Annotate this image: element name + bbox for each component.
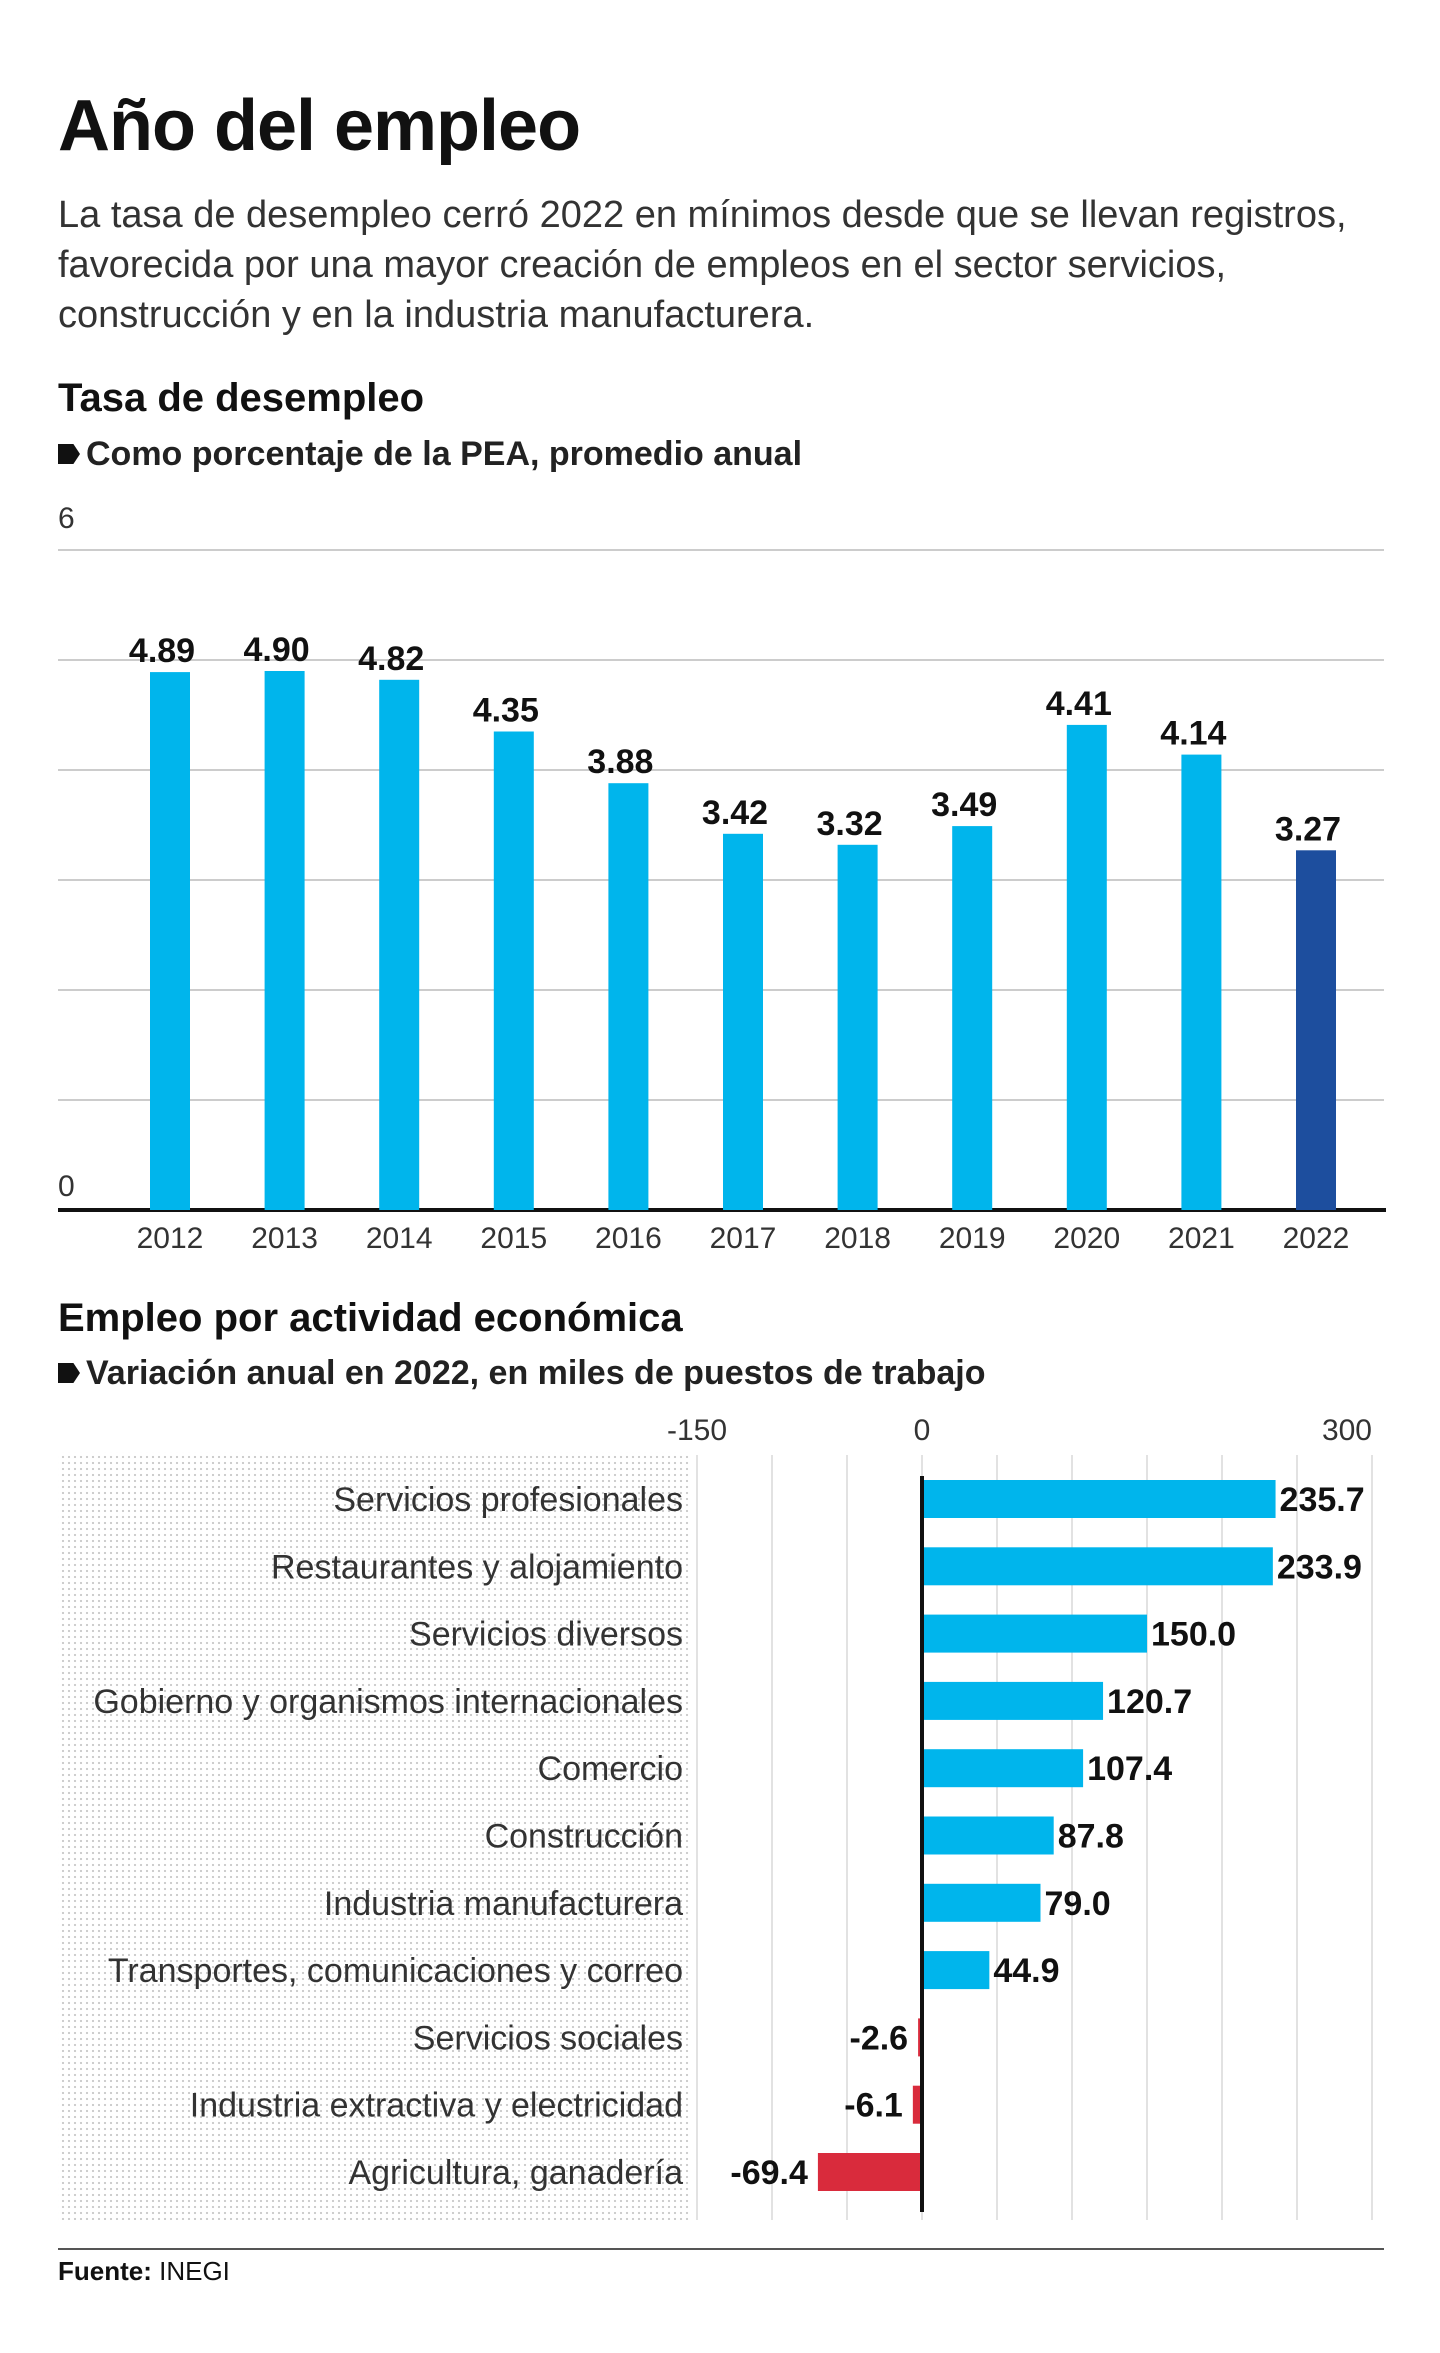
y-tick-label: 6 bbox=[58, 502, 75, 535]
value-label-2018: 3.32 bbox=[817, 805, 883, 843]
x-tick-2020: 2020 bbox=[1053, 1222, 1120, 1255]
x-tick-2019: 2019 bbox=[939, 1222, 1006, 1255]
bar-Transportes, comunicaciones y correo bbox=[922, 1951, 990, 1990]
unemployment-bar-chart: 4.89 4.90 4.82 4.35 3.88 3.42 3.32 3.49 4.41 4.14… bbox=[58, 502, 1386, 1255]
value-label-2015: 4.35 bbox=[473, 692, 539, 730]
bar-2013 bbox=[264, 671, 305, 1210]
bar-2014 bbox=[379, 679, 420, 1210]
value-label: -69.4 bbox=[730, 2154, 808, 2192]
x-tick-2014: 2014 bbox=[366, 1222, 433, 1255]
value-label-2012: 4.89 bbox=[129, 632, 195, 670]
x-tick-2021: 2021 bbox=[1168, 1222, 1235, 1255]
unemployment-chart-subtitle: Como porcentaje de la PEA, promedio anua… bbox=[58, 437, 802, 471]
bar-Agricultura, ganadería bbox=[817, 2153, 922, 2191]
category-label: Servicios profesionales bbox=[333, 1481, 683, 1519]
unemployment-x-ticks: 2012 2013 2014 2015 2016 2017 2018 2019 2020 2021… bbox=[137, 1222, 1350, 1255]
bar-Industria extractiva y electricidad bbox=[912, 2085, 922, 2124]
bar-2020 bbox=[1066, 724, 1107, 1210]
value-label: 233.9 bbox=[1277, 1548, 1362, 1586]
category-label: Gobierno y organismos internacionales bbox=[93, 1683, 683, 1721]
value-label: 120.7 bbox=[1107, 1683, 1192, 1721]
bar-2019 bbox=[952, 826, 993, 1210]
x-tick-label: 300 bbox=[1322, 1414, 1372, 1447]
employment-chart-title: Empleo por actividad económica bbox=[58, 1296, 683, 1340]
arrow-marker-icon bbox=[58, 444, 80, 464]
employment-chart-subtitle: Variación anual en 2022, en miles de pue… bbox=[58, 1356, 985, 1390]
unemployment-bars bbox=[150, 671, 1336, 1210]
category-label: Agricultura, ganadería bbox=[348, 2154, 683, 2192]
category-label: Restaurantes y alojamiento bbox=[271, 1548, 683, 1586]
category-label: Industria extractiva y electricidad bbox=[190, 2087, 683, 2125]
employment-bar-chart: -150 0 300 Servicios profesionales Restaura… bbox=[58, 1414, 1373, 2220]
bar-Servicios diversos bbox=[922, 1614, 1147, 1653]
x-tick-2012: 2012 bbox=[137, 1222, 204, 1255]
value-label-2013: 4.90 bbox=[244, 631, 310, 669]
value-label: 235.7 bbox=[1280, 1481, 1365, 1519]
source-value: INEGI bbox=[151, 2256, 230, 2286]
x-tick-2013: 2013 bbox=[251, 1222, 318, 1255]
value-label: 107.4 bbox=[1087, 1750, 1172, 1788]
employment-category-labels: Servicios profesionales Restaurantes y al… bbox=[93, 1481, 683, 2192]
bar-2021 bbox=[1181, 754, 1222, 1210]
bar-Comercio bbox=[922, 1749, 1084, 1788]
bar-2022 bbox=[1296, 850, 1336, 1210]
arrow-marker-icon bbox=[58, 1363, 80, 1383]
bar-Gobierno y organismos internacionales bbox=[922, 1681, 1104, 1720]
x-tick-label: 0 bbox=[914, 1414, 931, 1447]
value-label: 150.0 bbox=[1151, 1616, 1236, 1654]
value-label: -6.1 bbox=[844, 2087, 903, 2125]
value-label-2017: 3.42 bbox=[702, 794, 768, 832]
employment-x-ticks: -150 0 300 bbox=[667, 1414, 1372, 1447]
value-label-2021: 4.14 bbox=[1160, 715, 1226, 753]
x-tick-2018: 2018 bbox=[824, 1222, 891, 1255]
source-note: Fuente: INEGI bbox=[58, 2256, 230, 2287]
value-label-2016: 3.88 bbox=[587, 743, 653, 781]
employment-bars bbox=[817, 1480, 1276, 2191]
value-label-2019: 3.49 bbox=[931, 786, 997, 824]
employment-chart-subtitle-text: Variación anual en 2022, en miles de pue… bbox=[86, 1354, 986, 1392]
value-label: 79.0 bbox=[1045, 1885, 1111, 1923]
bar-Servicios profesionales bbox=[922, 1480, 1276, 1518]
unemployment-value-labels: 4.89 4.90 4.82 4.35 3.88 3.42 3.32 3.49 4.41 4.14… bbox=[129, 631, 1341, 848]
value-label: -2.6 bbox=[850, 2019, 909, 2057]
category-label: Servicios diversos bbox=[409, 1616, 683, 1654]
x-tick-2015: 2015 bbox=[480, 1222, 547, 1255]
page-subtitle: La tasa de desempleo cerró 2022 en mínim… bbox=[58, 194, 1347, 336]
bar-2017 bbox=[723, 833, 763, 1210]
category-label: Comercio bbox=[538, 1750, 683, 1788]
bar-2012 bbox=[150, 672, 190, 1210]
footer-divider bbox=[58, 2248, 1384, 2250]
source-label: Fuente: bbox=[58, 2256, 152, 2286]
x-tick-2022: 2022 bbox=[1283, 1222, 1350, 1255]
page-title: Año del empleo bbox=[58, 86, 581, 166]
unemployment-y-ticks: 60 bbox=[58, 502, 75, 1203]
category-label: Industria manufacturera bbox=[324, 1885, 683, 1923]
bar-Industria manufacturera bbox=[922, 1883, 1041, 1922]
employment-value-labels: 235.7 233.9 150.0 120.7 107.4 87.8 79.0 44.9 -2.… bbox=[730, 1481, 1364, 2192]
x-tick-label: -150 bbox=[667, 1414, 727, 1447]
bar-Construcción bbox=[922, 1816, 1054, 1855]
category-label: Construcción bbox=[485, 1818, 683, 1856]
value-label: 44.9 bbox=[993, 1952, 1059, 1990]
label-area-dot-pattern bbox=[58, 1452, 690, 2220]
y-tick-label: 0 bbox=[58, 1170, 75, 1203]
value-label: 87.8 bbox=[1058, 1818, 1124, 1856]
bar-2016 bbox=[608, 783, 649, 1210]
value-label-2020: 4.41 bbox=[1046, 685, 1112, 723]
category-label: Servicios sociales bbox=[413, 2019, 683, 2057]
x-tick-2016: 2016 bbox=[595, 1222, 662, 1255]
unemployment-chart-subtitle-text: Como porcentaje de la PEA, promedio anua… bbox=[86, 435, 803, 473]
bar-2018 bbox=[837, 844, 878, 1210]
value-label-2014: 4.82 bbox=[358, 640, 424, 678]
x-tick-2017: 2017 bbox=[710, 1222, 777, 1255]
value-label-2022: 3.27 bbox=[1275, 810, 1341, 848]
unemployment-chart-title: Tasa de desempleo bbox=[58, 376, 425, 420]
category-label: Transportes, comunicaciones y correo bbox=[108, 1952, 683, 1990]
bar-2015 bbox=[493, 731, 534, 1210]
bar-Restaurantes y alojamiento bbox=[922, 1547, 1273, 1586]
